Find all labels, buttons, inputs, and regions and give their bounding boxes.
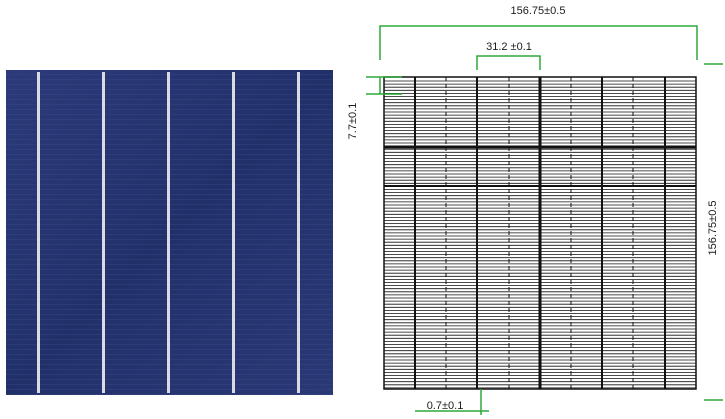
total-height-label: 156.75±0.5 xyxy=(707,201,719,256)
busbar-1 xyxy=(37,72,40,393)
busbar-pitch-label: 31.2 ±0.1 xyxy=(486,41,532,53)
total-width-label: 156.75±0.5 xyxy=(511,5,566,17)
busbar-2 xyxy=(102,72,105,393)
solar-cell-photo xyxy=(6,70,333,395)
busbar-3 xyxy=(167,72,170,393)
busbar-5 xyxy=(297,72,300,393)
busbar-4 xyxy=(232,72,235,393)
grid-drawing xyxy=(383,76,697,390)
busbar-width-label: 0.7±0.1 xyxy=(427,400,464,412)
edge-offset-label: 7.7±0.1 xyxy=(347,103,359,140)
dimension-annotations xyxy=(366,25,723,415)
